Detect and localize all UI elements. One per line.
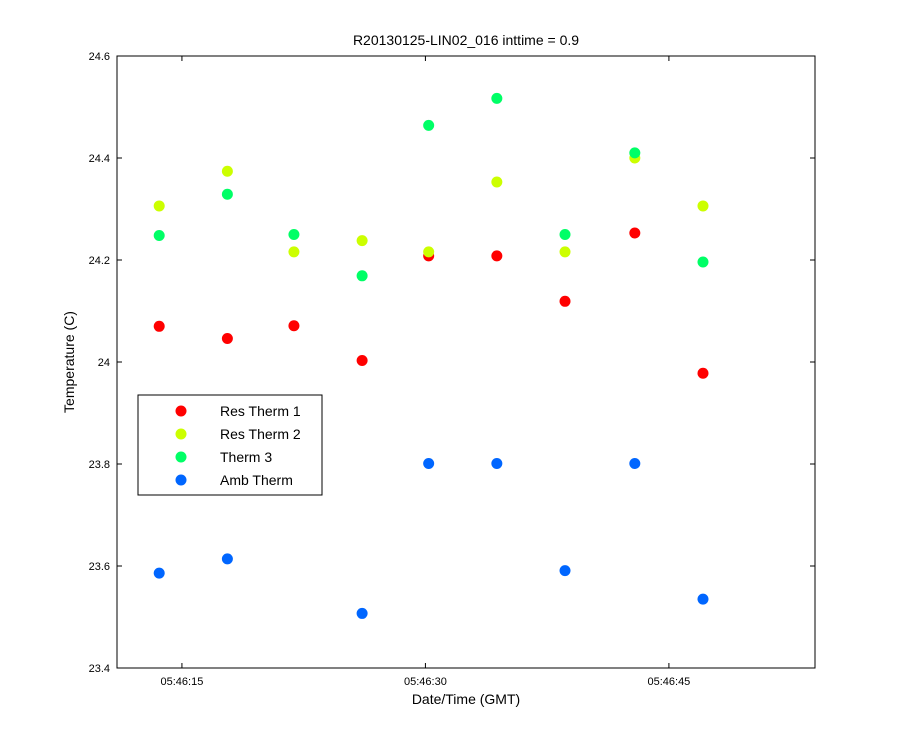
data-point	[491, 176, 503, 188]
data-point	[697, 200, 709, 212]
data-point	[559, 229, 571, 240]
legend-marker	[175, 428, 187, 440]
data-point	[356, 607, 368, 619]
x-tick-label: 05:46:15	[161, 676, 204, 688]
data-point	[559, 295, 571, 307]
data-point	[423, 119, 435, 131]
data-point	[153, 567, 165, 579]
data-points	[153, 92, 709, 619]
data-point	[697, 593, 709, 605]
data-point	[559, 565, 571, 577]
y-tick-label: 24.2	[89, 255, 110, 267]
data-point	[221, 553, 233, 565]
legend-box	[137, 394, 323, 496]
data-point	[153, 230, 165, 242]
data-point	[423, 246, 435, 258]
y-tick-label: 23.4	[89, 663, 110, 675]
data-point	[356, 270, 368, 282]
data-point	[221, 188, 233, 200]
data-point	[221, 333, 233, 345]
axis-ticks: 23.4 23.6 23.8 24 24.2 24.4 24.6 05:46:15 05:46:…	[89, 51, 815, 688]
data-point	[697, 256, 709, 268]
data-point	[288, 320, 300, 332]
data-point	[629, 457, 641, 469]
y-tick-label: 23.6	[89, 561, 110, 573]
legend-label: Res Therm 1	[220, 403, 301, 419]
y-tick-label: 23.8	[89, 459, 110, 471]
legend-label: Therm 3	[220, 449, 272, 465]
y-tick-label: 24.6	[89, 51, 110, 63]
data-point	[559, 246, 571, 258]
data-point	[491, 92, 503, 104]
chart-title: R20130125-LIN02_016 inttime = 0.9	[353, 32, 579, 48]
data-point	[356, 354, 368, 366]
legend-label: Amb Therm	[220, 472, 293, 488]
y-axis-label: Temperature (C)	[61, 311, 77, 413]
data-point	[356, 235, 368, 247]
data-point	[491, 250, 503, 262]
y-tick-label: 24.4	[89, 153, 110, 165]
data-point	[288, 246, 300, 258]
data-point	[629, 147, 641, 159]
data-point	[423, 457, 435, 469]
x-tick-label: 05:46:45	[647, 676, 690, 688]
plot-area	[116, 55, 816, 669]
data-point	[491, 457, 503, 469]
legend: Res Therm 1 Res Therm 2 Therm 3 Amb Therm	[137, 394, 323, 496]
data-point	[221, 165, 233, 177]
data-point	[153, 200, 165, 212]
legend-marker	[175, 474, 187, 486]
legend-marker	[175, 451, 187, 463]
y-tick-label: 24	[98, 357, 110, 369]
x-tick-label: 05:46:30	[404, 676, 447, 688]
x-axis-label: Date/Time (GMT)	[412, 691, 520, 707]
data-point	[697, 367, 709, 379]
data-point	[288, 229, 300, 240]
data-point	[153, 320, 165, 332]
legend-marker	[175, 405, 187, 417]
legend-label: Res Therm 2	[220, 426, 301, 442]
data-point	[629, 227, 641, 239]
